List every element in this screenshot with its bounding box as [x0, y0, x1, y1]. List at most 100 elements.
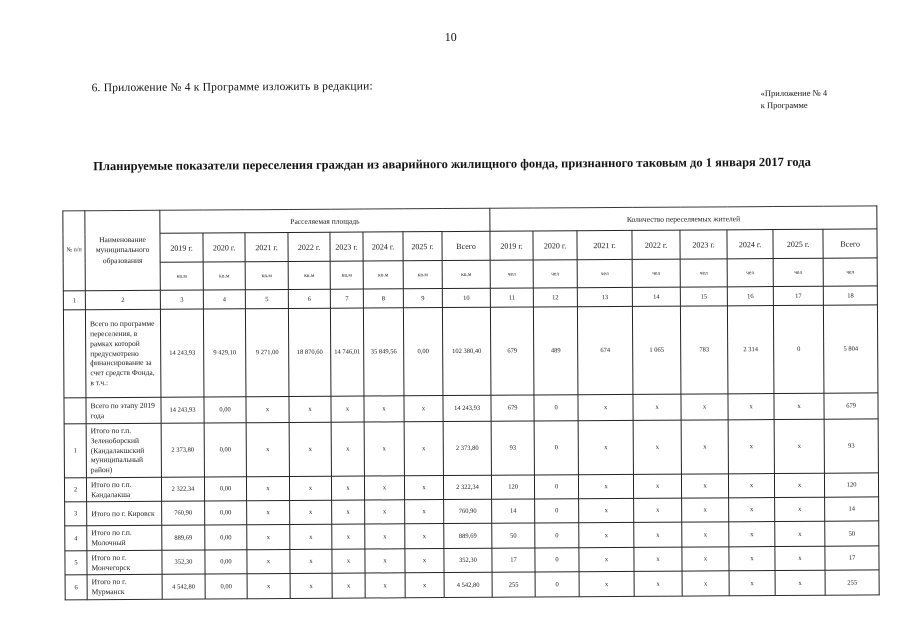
people-value-cell: 255: [825, 570, 880, 595]
col-number: 17: [773, 286, 824, 306]
area-value-cell: 2 373,80: [161, 423, 205, 478]
unit-label: чел: [727, 258, 774, 287]
people-value-cell: 255: [492, 572, 536, 598]
area-value-cell: 760,90: [443, 499, 492, 524]
unit-label: чел: [632, 259, 681, 288]
area-value-cell: x: [289, 548, 333, 574]
area-value-cell: 14 243,93: [160, 397, 205, 424]
table-row: 6 Итого по г. Мурманск 4 542,80 0,00 x x x x x 4 …: [65, 570, 880, 600]
table-container: № п/п Наименование муниципального образо…: [62, 205, 880, 600]
year-header: 2023 г.: [680, 229, 728, 260]
people-value-cell: x: [681, 419, 729, 474]
area-value-cell: x: [364, 548, 406, 574]
year-header: 2021 г.: [244, 232, 289, 262]
people-value-cell: 50: [824, 521, 880, 546]
col-number: 6: [288, 289, 331, 309]
area-value-cell: 0,00: [205, 574, 248, 599]
people-value-cell: x: [633, 498, 682, 523]
people-value-cell: 783: [680, 305, 729, 395]
people-value-cell: 0: [534, 522, 579, 548]
col-number: 7: [330, 289, 364, 309]
people-value-cell: x: [728, 521, 775, 547]
area-value-cell: x: [331, 422, 365, 476]
people-value-cell: x: [633, 473, 682, 499]
area-value-cell: 0,00: [204, 422, 247, 477]
area-value-cell: 352,30: [161, 549, 206, 575]
area-value-cell: 0,00: [403, 307, 443, 396]
people-value-cell: 120: [491, 474, 535, 500]
area-value-cell: x: [331, 524, 365, 549]
area-value-cell: x: [404, 548, 445, 574]
year-header: 2019 г.: [490, 231, 534, 261]
people-value-cell: 93: [824, 418, 879, 473]
people-value-cell: x: [775, 570, 826, 596]
people-value-cell: x: [633, 546, 683, 572]
row-number-cell: 3: [64, 501, 87, 527]
area-value-cell: 2 322,34: [161, 476, 205, 502]
annex-note-line2: к Программе: [760, 99, 808, 111]
area-value-cell: x: [404, 421, 444, 476]
unit-label: чел: [490, 260, 534, 289]
area-value-cell: 14 243,93: [160, 309, 204, 398]
people-value-cell: 17: [491, 547, 536, 573]
people-value-cell: 0: [534, 498, 579, 524]
area-value-cell: x: [246, 549, 291, 575]
unit-label: кв.м: [330, 261, 364, 290]
area-value-cell: 4 542,80: [162, 574, 206, 600]
area-value-cell: 9 271,00: [245, 308, 289, 397]
people-value-cell: 679: [824, 392, 879, 420]
area-value-cell: 0,00: [204, 501, 247, 526]
area-value-cell: x: [331, 475, 365, 501]
area-value-cell: x: [364, 475, 405, 501]
unit-label: кв.м: [403, 260, 443, 289]
municipality-name-cell: Итого по г.п. Зеленоборский (Кандалакшск…: [86, 423, 162, 478]
people-value-cell: 50: [491, 523, 535, 549]
municipality-name-cell: Итого по г. Кировск: [86, 501, 162, 526]
col-number: 12: [533, 287, 578, 308]
unit-label: чел: [823, 257, 878, 287]
people-value-cell: x: [682, 571, 730, 596]
municipality-name-cell: Итого по г.п. Кандалакша: [86, 477, 162, 502]
document-title: Планируемые показатели переселения гражд…: [93, 154, 811, 174]
area-value-cell: x: [330, 396, 365, 423]
area-value-cell: 4 542,80: [444, 572, 493, 598]
people-value-cell: 0: [534, 394, 579, 422]
people-value-cell: 17: [824, 545, 880, 571]
people-value-cell: x: [579, 571, 635, 597]
area-value-cell: x: [289, 422, 332, 477]
municipality-name-cell: Всего по этапу 2019 года: [85, 397, 162, 424]
people-value-cell: x: [681, 393, 729, 421]
area-value-cell: x: [332, 573, 366, 598]
area-value-cell: x: [331, 548, 366, 574]
area-value-cell: x: [246, 524, 290, 550]
people-value-cell: x: [729, 570, 776, 596]
year-header: 2021 г.: [577, 230, 633, 260]
col-number: 10: [442, 288, 491, 308]
municipality-name-cell: Всего по программе переселения, в рамках…: [85, 309, 161, 398]
municipality-name-cell: Итого по г. Мурманск: [87, 574, 163, 600]
table-body: Всего по программе переселения, в рамках…: [63, 304, 880, 600]
unit-label: кв.м: [160, 262, 204, 291]
area-value-cell: x: [246, 476, 290, 502]
people-value-cell: 0: [534, 420, 579, 475]
area-value-cell: 18 870,60: [288, 308, 331, 397]
annex-note: «Приложение № 4 к Программе: [761, 88, 861, 112]
people-value-cell: 0: [535, 571, 580, 597]
col-number: 1: [63, 290, 86, 310]
people-value-cell: 0: [534, 474, 579, 500]
people-value-cell: x: [728, 393, 775, 420]
year-header: 2019 г.: [159, 233, 204, 263]
unit-label: кв.м: [245, 261, 289, 290]
area-value-cell: x: [405, 572, 445, 598]
row-number-cell: 5: [64, 550, 88, 576]
year-header: 2022 г.: [287, 232, 331, 262]
row-number-cell: [63, 309, 86, 398]
year-header: Всего: [441, 231, 491, 261]
area-value-cell: 0,00: [203, 396, 247, 424]
col-number: 8: [363, 288, 404, 309]
people-value-cell: x: [774, 521, 825, 547]
unit-label: кв.м: [363, 260, 404, 290]
intro-text: 6. Приложение № 4 к Программе изложить в…: [91, 80, 373, 95]
col-header-num: № п/п: [62, 210, 86, 291]
